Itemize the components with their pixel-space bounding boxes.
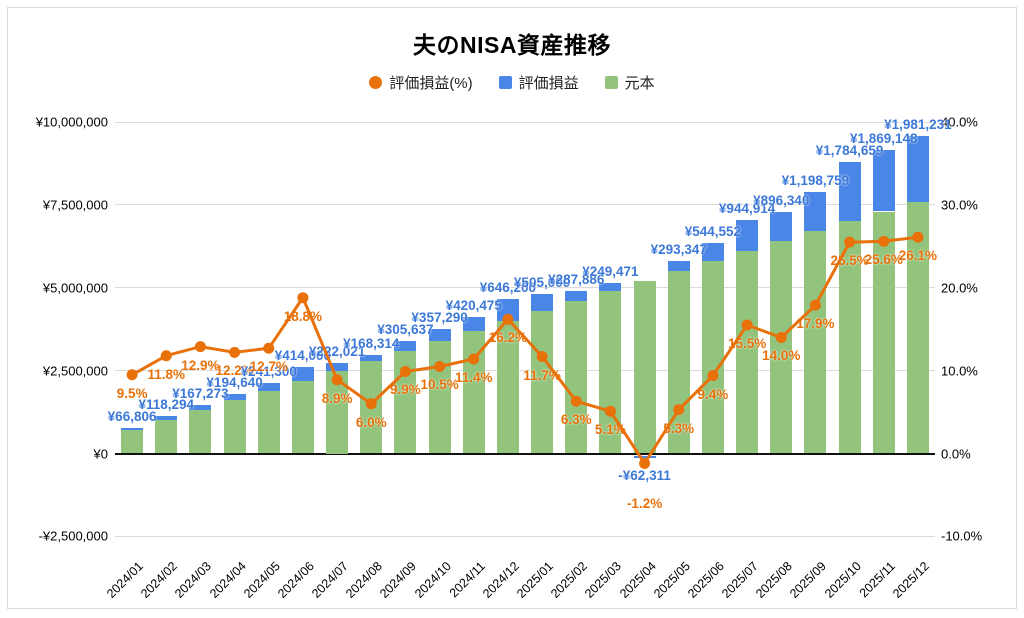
- line-point: [160, 350, 172, 362]
- gain-bar: [155, 416, 178, 421]
- y-axis-right-tick: 10.0%: [941, 363, 978, 379]
- gain-value-label: ¥168,314: [343, 336, 400, 352]
- gain-bar: [872, 149, 895, 212]
- gain-value-label: ¥1,784,659: [815, 143, 884, 159]
- principal-bar: [701, 261, 724, 454]
- gain-value-label: ¥1,981,231: [884, 116, 952, 132]
- gain-percent-label: -1.2%: [626, 496, 663, 512]
- gain-percent-label: 25.6%: [864, 252, 903, 268]
- y-axis-left-tick: ¥5,000,000: [42, 280, 108, 296]
- gain-value-label: ¥1,869,148: [849, 130, 918, 146]
- legend-circle-marker: [369, 76, 383, 89]
- principal-bar: [394, 350, 417, 454]
- gain-value-label: -¥62,311: [618, 467, 671, 483]
- legend-label: 元本: [624, 75, 655, 92]
- y-axis-right-tick: 20.0%: [941, 280, 978, 296]
- gain-percent-label: 6.3%: [560, 412, 592, 428]
- gain-percent-label: 9.9%: [390, 382, 421, 398]
- gain-value-label: ¥293,347: [650, 242, 707, 258]
- principal-bar: [770, 241, 793, 454]
- line-point: [194, 341, 206, 353]
- legend-item-0: 評価損益(%): [369, 72, 473, 93]
- gain-percent-label: 5.3%: [663, 420, 695, 436]
- gain-bar: [906, 135, 929, 202]
- principal-bar: [804, 231, 827, 454]
- gain-bar: [531, 294, 554, 311]
- line-point: [297, 292, 309, 304]
- y-axis-left-tick: ¥0: [93, 446, 108, 461]
- principal-bar: [155, 420, 178, 454]
- y-axis-left-tick: ¥2,500,000: [42, 363, 108, 379]
- gain-bar: [838, 162, 861, 222]
- y-axis-left-tick: ¥7,500,000: [42, 197, 108, 213]
- gain-value-label: ¥944,914: [718, 200, 776, 216]
- gain-value-label: ¥896,340: [753, 192, 810, 208]
- y-axis-right-tick: 30.0%: [941, 197, 978, 213]
- gain-bar: [633, 455, 656, 458]
- gain-bar: [121, 428, 144, 431]
- principal-bar: [462, 330, 485, 454]
- gain-percent-label: 12.9%: [181, 357, 220, 373]
- chart-title: 夫のNISA資産推移: [413, 32, 611, 58]
- legend-item-1: 評価損益: [498, 72, 579, 93]
- principal-bar: [257, 390, 280, 454]
- principal-bar: [565, 301, 588, 454]
- gridline: [115, 535, 935, 537]
- gain-percent-label: 11.8%: [147, 366, 186, 382]
- principal-bar: [360, 360, 383, 454]
- gain-bar: [667, 261, 690, 272]
- y-axis-right-tick: 40.0%: [941, 114, 978, 130]
- gain-value-label: ¥420,475: [445, 297, 502, 313]
- gridline: [115, 121, 935, 123]
- principal-bar: [189, 410, 212, 454]
- gain-percent-label: 6.0%: [355, 414, 387, 430]
- gain-bar: [804, 191, 827, 232]
- line-point: [263, 342, 275, 354]
- principal-bar: [291, 380, 314, 454]
- gain-value-label: ¥249,471: [582, 263, 639, 279]
- gain-percent-label: 18.8%: [283, 308, 323, 324]
- gain-percent-label: 5.1%: [595, 422, 626, 438]
- legend-label: 評価損益(%): [389, 75, 473, 92]
- gain-percent-label: 17.9%: [796, 316, 835, 332]
- gain-percent-label: 8.9%: [321, 390, 353, 406]
- y-axis-left-tick: -¥2,500,000: [38, 528, 108, 544]
- principal-bar: [121, 430, 144, 454]
- y-axis-right-tick: 0.0%: [941, 446, 971, 461]
- principal-bar: [428, 340, 451, 454]
- chart-legend: 評価損益(%) 評価損益 元本: [0, 72, 1024, 93]
- gain-bar: [565, 291, 588, 301]
- gridline: [115, 204, 935, 206]
- legend-item-2: 元本: [604, 72, 655, 93]
- gain-percent-label: 25.5%: [830, 253, 869, 269]
- line-point: [229, 346, 241, 358]
- gain-value-label: ¥544,552: [684, 224, 742, 240]
- principal-bar: [872, 211, 895, 454]
- gain-value-label: ¥1,198,759: [781, 172, 850, 188]
- gain-percent-label: 16.2%: [488, 330, 528, 346]
- gain-bar: [770, 211, 793, 242]
- y-axis-right-tick: -10.0%: [941, 528, 983, 544]
- gain-percent-label: 15.5%: [727, 336, 767, 352]
- gain-percent-label: 14.0%: [762, 348, 801, 364]
- gain-percent-label: 11.7%: [523, 367, 561, 383]
- legend-square-marker: [498, 76, 512, 89]
- legend-label: 評価損益: [518, 75, 579, 92]
- principal-bar: [736, 251, 759, 454]
- principal-bar: [223, 400, 246, 454]
- gain-percent-label: 26.1%: [898, 248, 938, 264]
- principal-bar: [906, 201, 929, 454]
- principal-bar: [633, 281, 656, 454]
- gain-bar: [326, 363, 349, 371]
- gain-percent-label: 10.5%: [420, 377, 459, 393]
- principal-bar: [326, 370, 349, 454]
- y-axis-left-tick: ¥10,000,000: [35, 114, 108, 130]
- gain-percent-label: 9.4%: [697, 386, 729, 402]
- legend-square-marker: [604, 76, 618, 89]
- gain-percent-label: 11.4%: [454, 370, 493, 386]
